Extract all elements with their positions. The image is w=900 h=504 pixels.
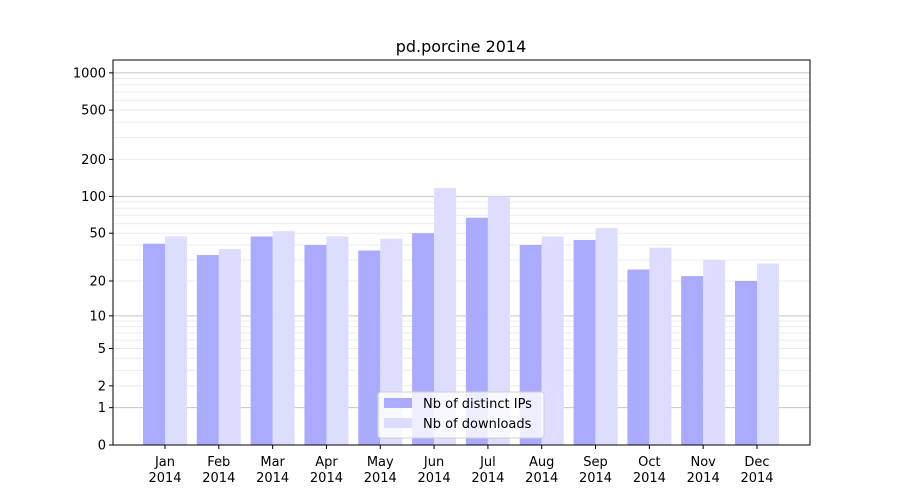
bar-distinct-ips	[143, 243, 165, 445]
x-tick-label: Oct 2014	[633, 455, 666, 486]
bar-distinct-ips	[627, 269, 650, 445]
bar-distinct-ips	[304, 244, 327, 445]
x-tick-label: Nov 2014	[687, 455, 720, 486]
y-tick-label: 100	[81, 190, 106, 205]
bar-distinct-ips	[681, 276, 704, 445]
bar-downloads	[757, 263, 779, 445]
y-tick-label: 1000	[73, 66, 106, 81]
bar-downloads	[541, 236, 564, 445]
plot-frame	[112, 59, 811, 446]
bar-distinct-ips	[358, 250, 381, 445]
x-tick-label: Mar 2014	[256, 455, 289, 486]
legend-label: Nb of downloads	[423, 417, 532, 432]
y-tick-label: 200	[81, 153, 106, 168]
legend-swatch	[384, 398, 412, 408]
x-tick-label: Jan 2014	[148, 455, 181, 486]
legend: Nb of distinct IPs Nb of downloads	[377, 391, 545, 439]
bar-distinct-ips	[465, 217, 488, 445]
y-tick-label: 20	[89, 275, 106, 290]
bar-downloads	[434, 188, 457, 445]
bar-downloads	[165, 236, 187, 445]
y-tick-label: 500	[81, 104, 106, 119]
bar-distinct-ips	[196, 255, 219, 445]
bar-distinct-ips	[250, 236, 273, 445]
bar-downloads	[487, 196, 510, 445]
y-tick-label: 2	[98, 379, 106, 394]
x-tick-label: Feb 2014	[202, 455, 235, 486]
legend-box	[377, 391, 545, 439]
y-tick-label: 0	[98, 439, 106, 454]
legend-swatch	[384, 418, 412, 428]
bar-distinct-ips	[735, 281, 757, 445]
bar-downloads	[595, 228, 618, 445]
x-tick-label: Dec 2014	[740, 455, 773, 486]
y-tick-label: 1	[98, 401, 106, 416]
bar-downloads	[326, 236, 349, 445]
x-tick-label: Jun 2014	[418, 455, 451, 486]
x-tick-label: Apr 2014	[310, 455, 343, 486]
x-tick-label: Sep 2014	[579, 455, 612, 486]
x-tick-label: Jul 2014	[471, 455, 504, 486]
bar-downloads	[272, 231, 295, 445]
y-tick-label: 50	[89, 227, 106, 242]
legend-label: Nb of distinct IPs	[423, 397, 532, 412]
chart-title: pd.porcine 2014	[396, 37, 527, 56]
bar-distinct-ips	[573, 239, 596, 445]
x-tick-label: May 2014	[364, 455, 397, 486]
y-tick-label: 5	[98, 342, 106, 357]
x-tick-label: Aug 2014	[525, 455, 558, 486]
y-tick-label: 10	[89, 309, 106, 324]
bar-downloads	[218, 249, 241, 445]
bar-downloads	[649, 247, 672, 445]
bar-downloads	[703, 260, 726, 445]
